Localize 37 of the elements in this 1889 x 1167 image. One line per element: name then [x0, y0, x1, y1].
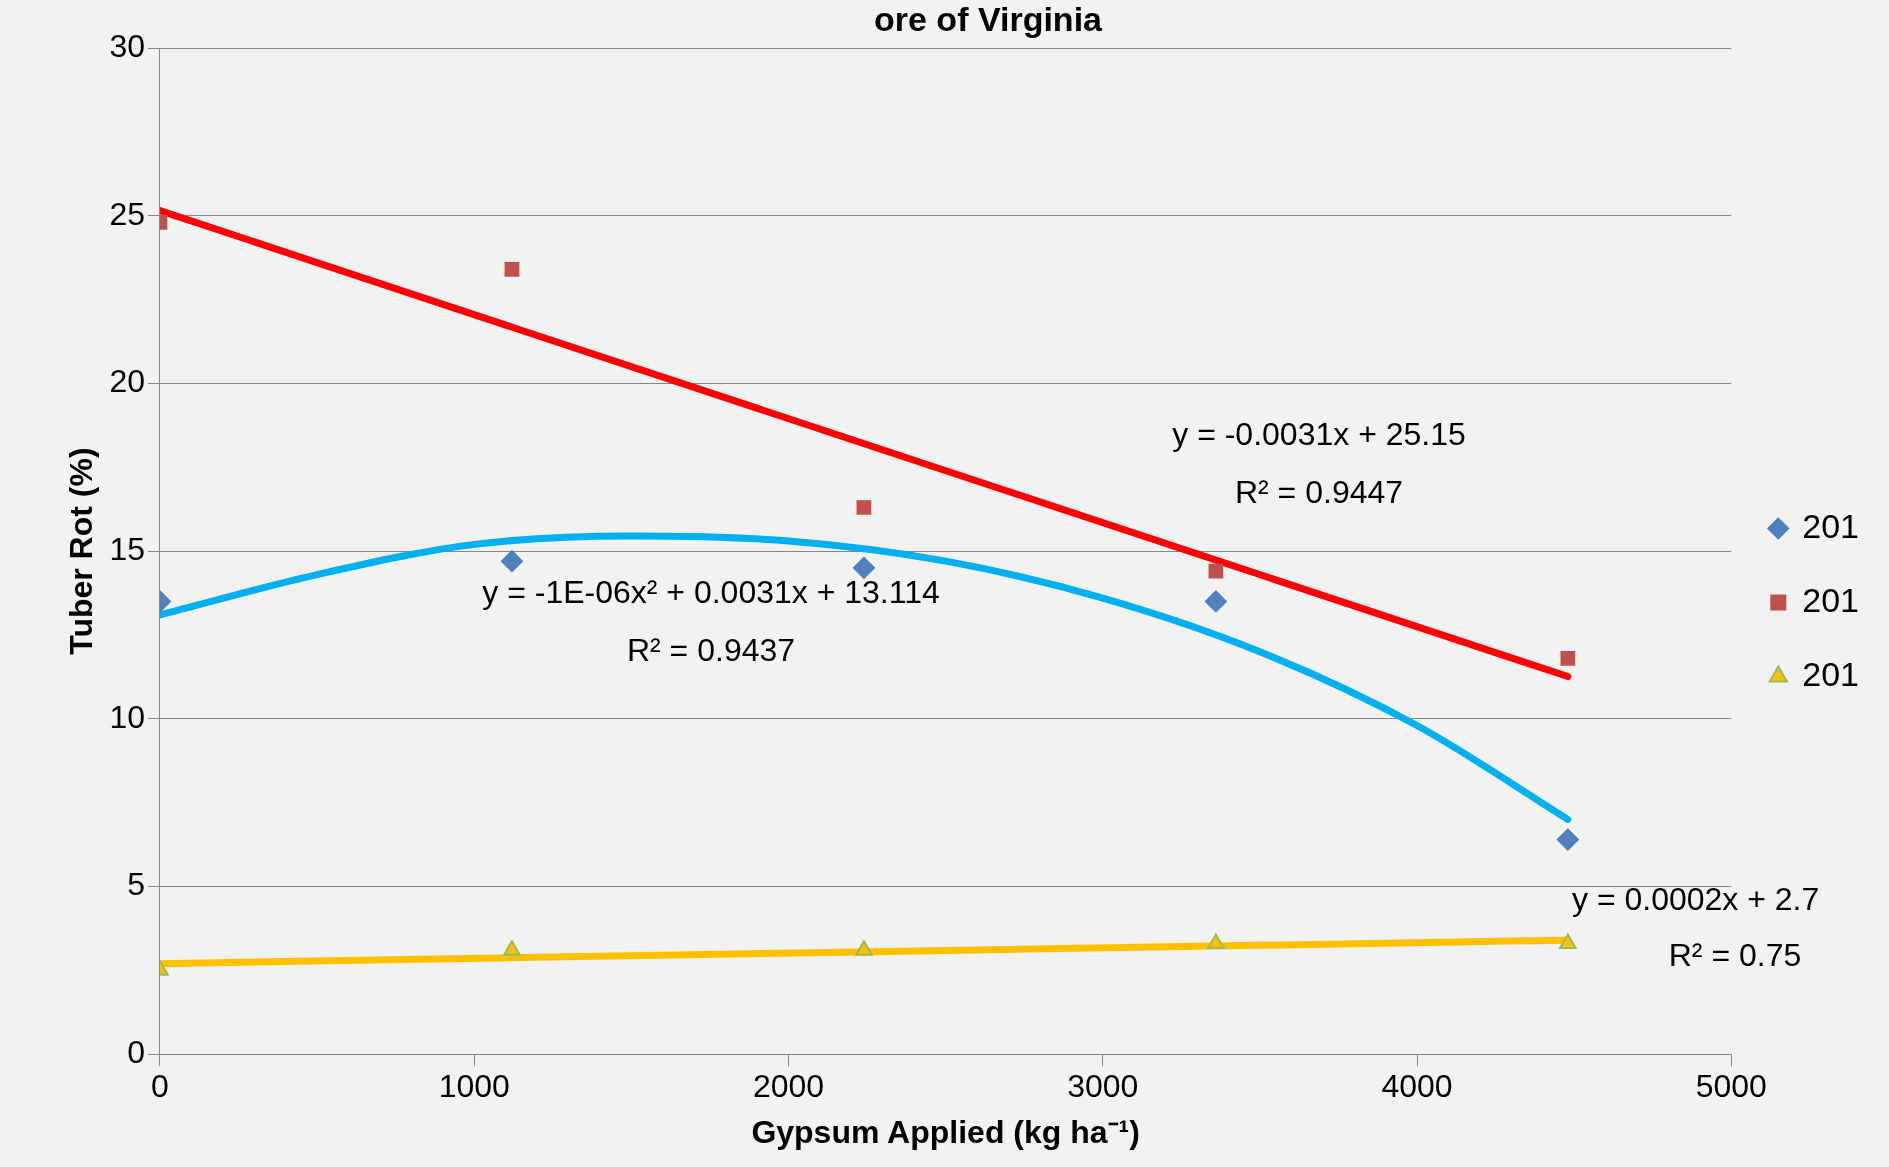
point [504, 262, 520, 277]
legend-label: 201 [1802, 506, 1860, 545]
y-tick-label: 5 [127, 866, 145, 903]
x-axis-title: Gypsum Applied (kg ha⁻¹) [751, 1113, 1140, 1150]
point [856, 500, 872, 515]
annotation: y = 0.0002x + 2.7 [1572, 880, 1820, 917]
annotation: R² = 0.9447 [1234, 473, 1404, 510]
annotation: R² = 0.75 [1668, 936, 1802, 973]
x-tick-label: 4000 [1381, 1068, 1453, 1105]
x-tick-label: 1000 [438, 1068, 510, 1105]
y-tick-label: 25 [109, 195, 145, 232]
x-tick-label: 3000 [1067, 1068, 1139, 1105]
x-tick-label: 0 [151, 1068, 169, 1105]
legend-label: 201 [1802, 654, 1860, 693]
y-tick-label: 20 [109, 363, 145, 400]
point [855, 940, 873, 956]
point [1207, 933, 1225, 950]
point [1560, 651, 1576, 666]
legend-label: 201 [1802, 580, 1860, 619]
annotation: y = -0.0031x + 25.15 [1172, 415, 1466, 452]
point [1208, 563, 1224, 579]
x-tick-label: 5000 [1695, 1068, 1767, 1105]
y-tick-label: 10 [109, 698, 145, 735]
point [1559, 933, 1577, 950]
point [1204, 590, 1227, 613]
point [500, 550, 523, 573]
y-tick-label: 15 [109, 530, 145, 567]
y-axis-title: Tuber Rot (%) [63, 447, 100, 655]
chart-title: ore of Virginia [874, 0, 1104, 39]
point [852, 556, 875, 579]
y-tick-label: 30 [109, 27, 145, 64]
point [1556, 828, 1579, 851]
annotation: R² = 0.9437 [626, 631, 796, 668]
point [503, 940, 521, 956]
annotation: y = -1E-06x² + 0.0031x + 13.114 [482, 573, 940, 610]
y-tick-label: 0 [127, 1034, 145, 1071]
x-tick-label: 2000 [752, 1068, 825, 1105]
